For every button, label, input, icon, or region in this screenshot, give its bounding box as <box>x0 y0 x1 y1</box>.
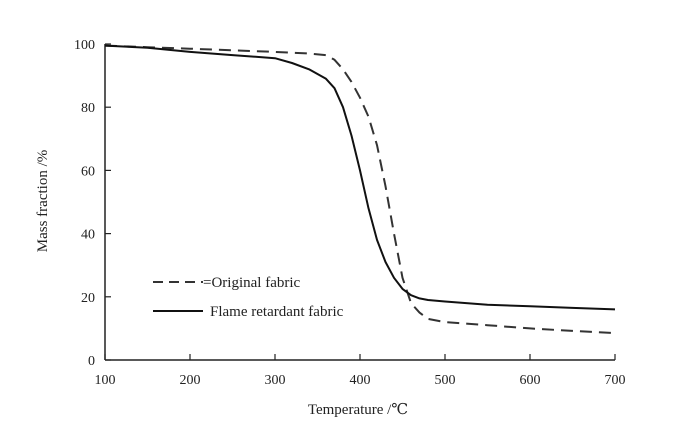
x-tick-label: 500 <box>435 373 456 388</box>
x-axis-label: Temperature /℃ <box>308 402 408 418</box>
x-tick-label: 400 <box>350 373 371 388</box>
y-axis-label: Mass fraction /% <box>35 150 51 252</box>
x-tick-label: 700 <box>605 373 626 388</box>
axes <box>104 44 615 361</box>
x-tick-label: 200 <box>180 373 201 388</box>
legend-label-original: =Original fabric <box>203 275 301 291</box>
legend-label-flame-retardant: Flame retardant fabric <box>210 304 344 320</box>
y-tick-label: 40 <box>81 228 95 243</box>
y-tick-label: 60 <box>81 164 95 179</box>
y-tick-label: 80 <box>81 101 95 116</box>
series <box>104 44 616 335</box>
y-tick-label: 0 <box>88 354 95 369</box>
y-tick-label: 20 <box>81 291 95 306</box>
series-line-original <box>104 44 616 335</box>
x-tick-label: 100 <box>95 373 116 388</box>
x-tick-label: 600 <box>520 373 541 388</box>
x-tick-label: 300 <box>265 373 286 388</box>
ticks: 100 200 300 400 500 600 700 0 20 40 60 80 100 <box>74 38 626 388</box>
legend: =Original fabric Flame retardant fabric <box>153 275 344 320</box>
y-tick-label: 100 <box>74 38 95 53</box>
series-line-flame-retardant <box>104 44 616 311</box>
